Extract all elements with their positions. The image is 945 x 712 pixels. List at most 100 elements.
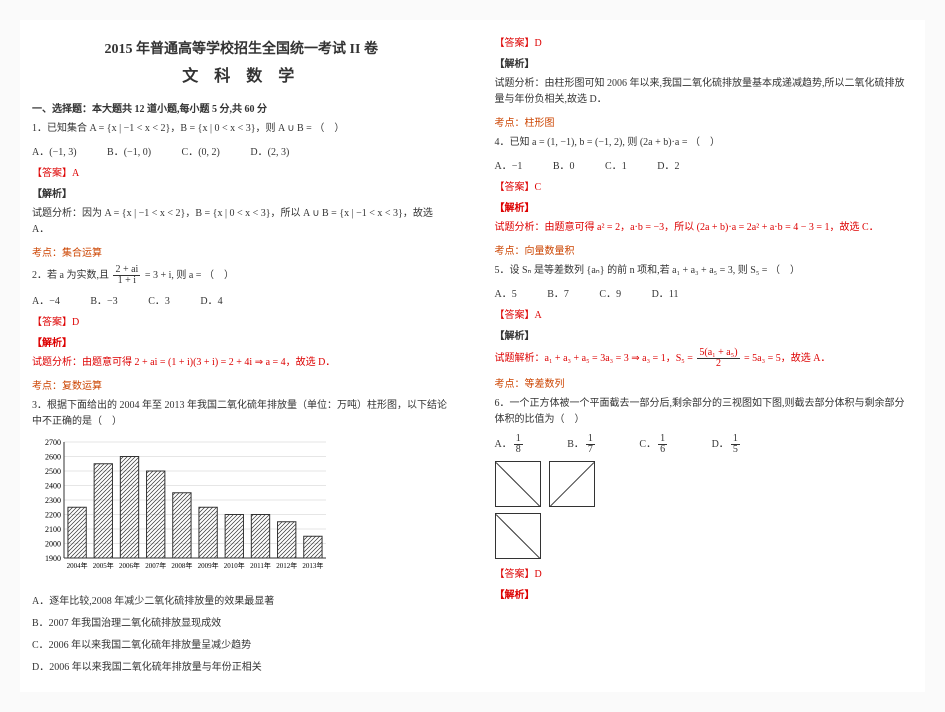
q3-opt-b: B．2007 年我国治理二氧化硫排放显现成效: [32, 616, 451, 632]
q3-opt-d-text: 2006 年以来我国二氧化硫年排放量与年份正相关: [49, 662, 262, 673]
q4-opt-b-text: 0: [570, 161, 575, 172]
svg-text:2005年: 2005年: [93, 561, 114, 570]
svg-text:2600: 2600: [45, 453, 61, 462]
svg-text:2007年: 2007年: [145, 561, 166, 570]
q5-opt-b: B．7: [547, 289, 583, 300]
q6-view-1: [495, 461, 541, 507]
q2-opt-d-text: 4: [218, 296, 223, 307]
svg-text:2700: 2700: [45, 438, 61, 447]
svg-text:2004年: 2004年: [67, 561, 88, 570]
q6-b-d: 7: [586, 445, 595, 455]
q2-stem: 2．若 a 为实数,且 2 + ai 1 + i = 3 + i, 则 a = …: [32, 265, 451, 286]
q6-answer: 【答案】D: [495, 565, 914, 580]
q5-opt-c-text: 9: [616, 289, 621, 300]
q4-opt-d: D．2: [657, 161, 693, 172]
q3-analysis: 试题分析：由柱形图可知 2006 年以来,我国二氧化硫排放量基本成递减趋势,所以…: [495, 76, 914, 108]
q1-topic: 考点：集合运算: [32, 244, 451, 259]
q5-opt-d-text: 11: [669, 289, 679, 300]
q5-analysis: 试题解析：a₁ + a₃ + a₅ = 3a₃ = 3 ⇒ a₃ = 1，S₅ …: [495, 348, 914, 369]
q2-stem-post: = 3 + i, 则 a = （ ）: [145, 270, 234, 281]
q6-d-d: 5: [731, 445, 740, 455]
q2-fraction: 2 + ai 1 + i: [113, 265, 140, 286]
q4-opt-b: B．0: [553, 161, 589, 172]
q4-analysis: 试题分析：由题意可得 a² = 2，a·b = −3，所以 (2a + b)·a…: [495, 220, 914, 236]
q2-frac-den: 1 + i: [113, 276, 140, 286]
q3-opt-a-text: 逐年比较,2008 年减少二氧化硫排放量的效果最显著: [49, 596, 274, 607]
q5-options: A．5 B．7 C．9 D．11: [495, 285, 914, 300]
q3-opt-c: C．2006 年以来我国二氧化硫年排放量呈减少趋势: [32, 638, 451, 654]
q5-opt-b-text: 7: [564, 289, 569, 300]
q6-opt-c: C．16: [639, 439, 695, 450]
section-1-head: 一、选择题：本大题共 12 道小题,每小题 5 分,共 60 分: [32, 100, 451, 115]
q4-options: A．−1 B．0 C．1 D．2: [495, 157, 914, 172]
q2-analysis-head: 【解析】: [32, 334, 451, 349]
q5-stem: 5．设 Sₙ 是等差数列 {aₙ} 的前 n 项和,若 a₁ + a₃ + a₅…: [495, 263, 914, 279]
q2-opt-d: D．4: [200, 296, 236, 307]
q4-opt-c-text: 1: [622, 161, 627, 172]
q1-stem: 1．已知集合 A = {x | −1 < x < 2}，B = {x | 0 <…: [32, 121, 451, 137]
q3-answer: 【答案】D: [495, 34, 914, 49]
svg-text:2009年: 2009年: [198, 561, 219, 570]
q5-answer: 【答案】A: [495, 306, 914, 321]
q6-opt-d: D．15: [712, 439, 768, 450]
q2-opt-a-text: −4: [49, 296, 60, 307]
q5-opt-a: A．5: [495, 289, 531, 300]
q4-opt-c: C．1: [605, 161, 641, 172]
q6-analysis-head: 【解析】: [495, 586, 914, 601]
q1-opt-c: C．(0, 2): [182, 147, 234, 158]
q3-bar-chart-svg: 1900200021002200230024002500260027002004…: [32, 436, 332, 588]
q4-opt-a: A．−1: [495, 161, 537, 172]
q5-opt-d: D．11: [652, 289, 693, 300]
svg-text:2013年: 2013年: [302, 561, 323, 570]
q6-c-d: 6: [658, 445, 667, 455]
q2-opt-a: A．−4: [32, 296, 74, 307]
q3-opt-c-text: 2006 年以来我国二氧化硫年排放量呈减少趋势: [49, 640, 252, 651]
q6-views-row1: [495, 461, 914, 507]
q4-opt-a-text: −1: [512, 161, 523, 172]
q5-fraction: 5(a₁ + a₅) 2: [697, 348, 739, 369]
svg-text:2000: 2000: [45, 540, 61, 549]
left-column: 2015 年普通高等学校招生全国统一考试 II 卷 文 科 数 学 一、选择题：…: [20, 20, 463, 692]
q2-options: A．−4 B．−3 C．3 D．4: [32, 292, 451, 307]
q6-opt-d-frac: 15: [731, 434, 754, 455]
q4-analysis-head: 【解析】: [495, 199, 914, 214]
q6-opt-a-frac: 18: [514, 434, 537, 455]
q1-answer: 【答案】A: [32, 164, 451, 179]
svg-text:2400: 2400: [45, 482, 61, 491]
svg-text:2100: 2100: [45, 525, 61, 534]
exam-title-1: 2015 年普通高等学校招生全国统一考试 II 卷: [32, 38, 451, 58]
q5-analysis-head: 【解析】: [495, 327, 914, 342]
q5-opt-c: C．9: [599, 289, 635, 300]
q1-analysis-head: 【解析】: [32, 185, 451, 200]
q3-topic: 考点：柱形图: [495, 114, 914, 129]
q3-opt-d: D．2006 年以来我国二氧化硫年排放量与年份正相关: [32, 660, 451, 676]
q6-opt-c-frac: 16: [658, 434, 681, 455]
q6-opt-b-frac: 17: [586, 434, 609, 455]
svg-text:1900: 1900: [45, 554, 61, 563]
q3-opt-a: A．逐年比较,2008 年减少二氧化硫排放量的效果最显著: [32, 594, 451, 610]
q2-opt-c: C．3: [148, 296, 184, 307]
q6-view-3: [495, 513, 541, 559]
q2-opt-b-text: −3: [107, 296, 118, 307]
q1-analysis: 试题分析：因为 A = {x | −1 < x < 2}，B = {x | 0 …: [32, 206, 451, 238]
q1-opt-a-text: (−1, 3): [49, 147, 76, 158]
q6-view-2: [549, 461, 595, 507]
q5-opt-a-text: 5: [512, 289, 517, 300]
q5-analysis-pre: 试题解析：a₁ + a₃ + a₅ = 3a₃ = 3 ⇒ a₃ = 1，S₅ …: [495, 353, 696, 364]
q6-opt-a: A．18: [495, 439, 551, 450]
q5-topic: 考点：等差数列: [495, 375, 914, 390]
q6-a-d: 8: [514, 445, 523, 455]
svg-text:2500: 2500: [45, 467, 61, 476]
q2-analysis: 试题分析：由题意可得 2 + ai = (1 + i)(3 + i) = 2 +…: [32, 355, 451, 371]
q2-answer: 【答案】D: [32, 313, 451, 328]
q1-opt-a: A．(−1, 3): [32, 147, 91, 158]
right-column: 【答案】D 【解析】 试题分析：由柱形图可知 2006 年以来,我国二氧化硫排放…: [483, 20, 926, 692]
q3-opt-b-text: 2007 年我国治理二氧化硫排放显现成效: [49, 618, 222, 629]
q6-stem: 6．一个正方体被一个平面截去一部分后,剩余部分的三视图如下图,则截去部分体积与剩…: [495, 396, 914, 428]
exam-title-2: 文 科 数 学: [32, 62, 451, 86]
q1-opt-c-text: (0, 2): [198, 147, 220, 158]
q3-chart: 1900200021002200230024002500260027002004…: [32, 436, 451, 588]
q1-options: A．(−1, 3) B．(−1, 0) C．(0, 2) D．(2, 3): [32, 143, 451, 158]
svg-text:2012年: 2012年: [276, 561, 297, 570]
q1-opt-d-text: (2, 3): [268, 147, 290, 158]
